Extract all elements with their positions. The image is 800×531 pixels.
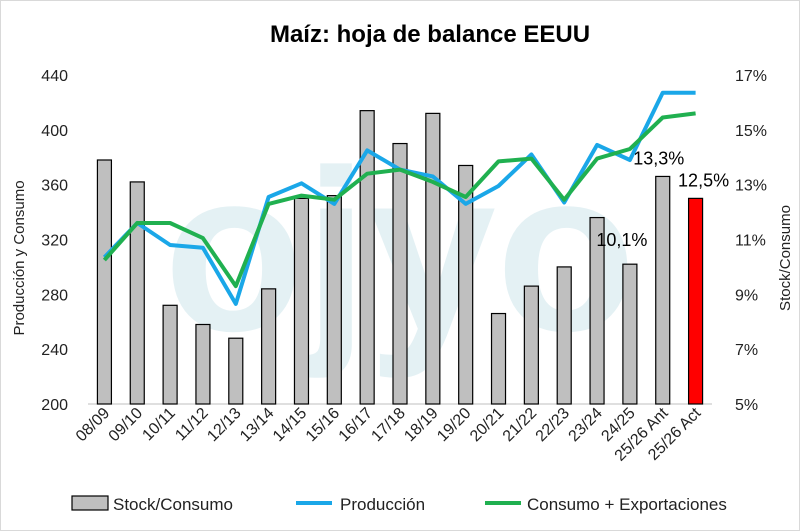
chart-title: Maíz: hoja de balance EEUU [270,21,590,48]
bar-25-26-Ant [655,175,671,405]
legend-swatch-stock-consumo [71,495,109,511]
x-tick-label: 16/17 [336,405,376,445]
x-tick-label: 14/15 [270,405,310,445]
x-tick-label: 19/20 [434,405,474,445]
x-tick-label: 15/16 [303,405,343,445]
y-axis-label-right: Stock/Consumo [777,205,794,311]
bar-16-17 [359,110,375,405]
bar-25-26-Act [687,197,704,405]
x-tick-label: 09/10 [106,405,146,445]
bar-18-19 [425,112,441,405]
x-tick-label: 22/23 [533,405,573,445]
data-label: 12,5% [678,170,729,190]
x-tick-label: 17/18 [368,405,408,445]
bar-08-09 [96,159,113,405]
x-tick-label: 10/11 [139,405,179,445]
legend-label-stock-consumo: Stock/Consumo [113,495,233,514]
y-tick-right: 9% [735,287,758,304]
x-tick-label: 23/24 [566,405,606,445]
y-tick-left: 240 [41,342,68,359]
y-tick-right: 13% [735,178,767,195]
x-tick-label: 18/19 [401,405,441,445]
bar-15-16 [326,195,342,405]
bar-09-10 [129,181,145,405]
data-label: 13,3% [633,148,684,168]
data-label: 10,1% [596,230,647,250]
x-tick-label: 20/21 [467,405,507,445]
bar-22-23 [556,266,572,405]
x-tick-label: 11/12 [172,405,212,445]
bar-24-25 [622,263,638,405]
y-tick-right: 15% [735,123,767,140]
bar-17-18 [392,142,408,405]
bar-23-24 [589,216,605,405]
y-tick-right: 5% [735,397,758,414]
bar-10-11 [162,304,178,405]
y-tick-left: 280 [41,287,68,304]
x-tick-label: 13/14 [237,405,277,445]
y-tick-left: 360 [41,178,68,195]
y-tick-right: 7% [735,342,758,359]
consumo-exportaciones-line [102,111,696,289]
y-axis-label-left: Producción y Consumo [11,180,28,335]
bar-21-22 [523,285,539,405]
y-tick-left: 400 [41,123,68,140]
y-tick-left: 200 [41,397,68,414]
bar-19-20 [458,164,474,405]
y-tick-right: 17% [735,68,767,85]
bar-12-13 [228,337,244,405]
legend-label-consumo-exportaciones: Consumo + Exportaciones [527,495,727,514]
x-tick-label: 08/09 [73,405,113,445]
y-tick-right: 11% [735,233,766,250]
legend-label-produccion: Producción [340,495,425,514]
bar-14-15 [293,197,310,405]
bar-20-21 [490,312,507,405]
x-tick-label: 21/22 [500,405,540,445]
y-tick-left: 320 [41,233,68,250]
bar-11-12 [195,323,211,405]
x-tick-label: 12/13 [204,405,244,445]
y-tick-left: 440 [41,68,68,85]
bar-13-14 [261,288,277,405]
